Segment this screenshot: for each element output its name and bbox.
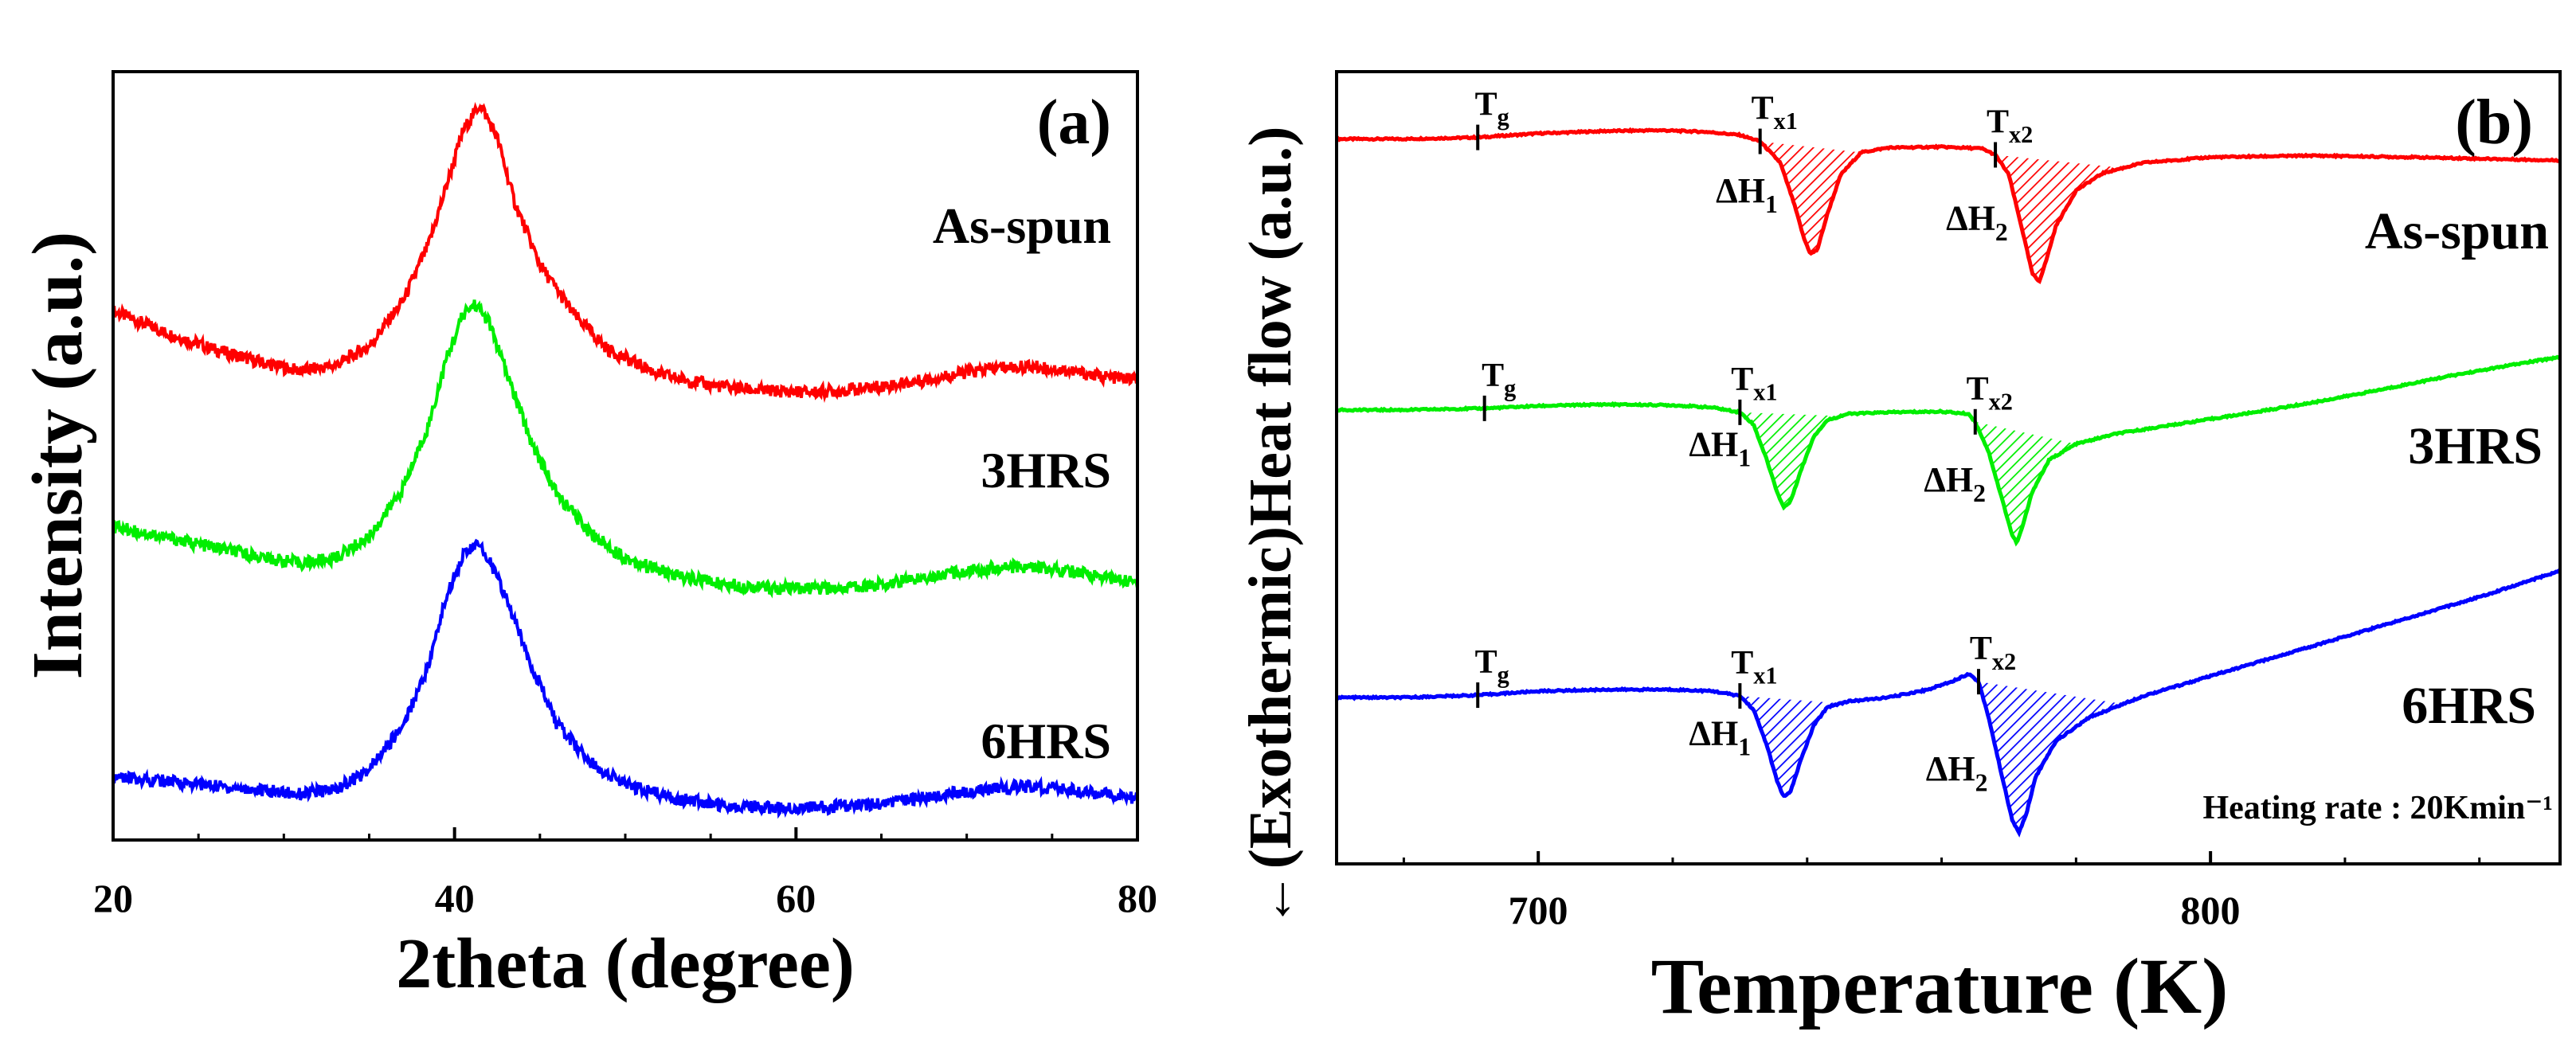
panel-a-series-label-0: As-spun [933,197,1111,254]
panel-b-tick-label-0: 700 [1509,888,1568,932]
series-line-a-as-spun [112,102,1139,404]
series-line-a-3hrs [112,299,1139,599]
tx2-label-as-spun: Tx2 [1987,104,2033,148]
dh2-shade-3hrs [1975,421,2077,542]
panel-b-frame [1335,70,2562,865]
panel-b: Tg Tx1 Tx2 ΔH1 ΔH2 Tg Tx1 Tx2 ΔH1 ΔH2 Tg Tx1 Tx2 ΔH1 Δ… [1237,70,2562,1030]
panel-a-series [112,102,1139,819]
panel-a-ylabel: Intensity (a.u.) [18,232,97,680]
series-line-b-as-spun [1335,127,2561,284]
panel-b-tick-label-1: 800 [2181,888,2241,932]
panel-b-ticks [1402,851,2481,864]
panel-b-series-label-2: 6HRS [2402,677,2536,735]
panel-a-ticks [112,827,1139,840]
panel-b-series-label-1: 3HRS [2408,417,2543,475]
tg-label-3hrs: Tg [1482,357,1516,402]
panel-a-tick-label-0: 20 [93,876,133,920]
series-line-b-3hrs [1335,354,2562,547]
panel-b-annotation: Heating rate : 20Kmin⁻¹ [2202,790,2553,826]
tx2-label-3hrs: Tx2 [1967,371,2013,416]
panel-b-ylabel-arrow: ← [1243,872,1305,928]
panel-a-xlabel: 2theta (degree) [396,924,855,1003]
dh1-label-6hrs: ΔH1 [1689,713,1751,760]
tx1-label-6hrs: Tx1 [1731,645,1777,690]
tx1-label-as-spun: Tx1 [1752,91,1798,135]
panel-b-series-label-0: As-spun [2365,202,2549,260]
dh2-shade-6hrs [1979,682,2124,831]
panel-b-series [1335,127,2562,838]
dh1-shade-as-spun [1760,141,1862,254]
tg-label-as-spun: Tg [1475,87,1509,131]
dh2-label-6hrs: ΔH2 [1926,749,1988,796]
tx1-label-3hrs: Tx1 [1731,361,1777,406]
panel-a-tick-label-2: 60 [776,876,816,920]
dh1-shade-3hrs [1740,412,1841,508]
dh1-label-as-spun: ΔH1 [1716,171,1778,218]
panel-a-frame [112,70,1139,842]
panel-a-series-label-2: 6HRS [981,713,1111,769]
tx2-label-6hrs: Tx2 [1970,631,2016,675]
dh1-label-3hrs: ΔH1 [1689,424,1751,471]
panel-a-series-label-1: 3HRS [981,442,1111,498]
panel-a: (a) As-spun 3HRS 6HRS 20 40 60 80 2theta… [18,70,1157,1003]
dh2-label-as-spun: ΔH2 [1946,199,2008,246]
panel-a-label: (a) [1037,88,1111,158]
dh2-label-3hrs: ΔH2 [1924,460,1986,507]
panel-b-label: (b) [2455,88,2533,158]
tg-label-6hrs: Tg [1475,644,1509,689]
panel-a-tick-label-3: 80 [1118,876,1157,920]
panel-a-tick-label-1: 40 [435,876,475,920]
panel-b-ylabel: (Exothermic)Heat flow (a.u.) [1237,127,1304,869]
series-line-b-6hrs [1336,568,2561,838]
series-line-a-6hrs [112,538,1139,819]
panel-b-xlabel: Temperature (K) [1651,942,2229,1030]
